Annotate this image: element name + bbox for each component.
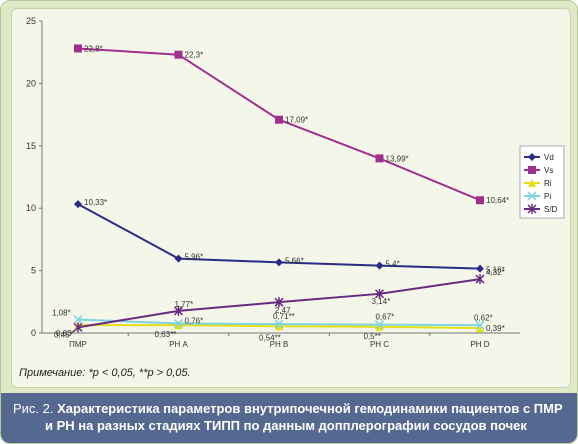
data-label: 5,4* — [386, 260, 400, 269]
data-point — [174, 254, 183, 263]
data-point — [173, 305, 184, 316]
data-point — [73, 314, 83, 325]
chart-panel: 0 5 10 15 20 25 ПМР РН А РН В РН С РН D 10,33* 5,96*… — [11, 8, 571, 388]
x-tick-label: РН В — [270, 340, 289, 349]
legend-marker — [528, 166, 536, 174]
y-tick-label: 20 — [26, 78, 36, 88]
legend-label: Vs — [544, 166, 553, 175]
data-label: 5,16* — [486, 266, 505, 275]
figure-caption: Рис. 2. Характеристика параметров внутри… — [1, 393, 577, 443]
data-label: 0,54** — [259, 333, 281, 342]
data-label: 0,62* — [474, 313, 493, 322]
data-label: 13,99* — [386, 154, 409, 163]
caption-prefix: Рис. 2. — [13, 401, 54, 416]
y-tick-label: 0 — [31, 328, 36, 338]
data-point — [374, 320, 385, 330]
data-point — [375, 154, 384, 163]
legend-label: Vd — [544, 153, 554, 162]
data-point — [476, 324, 484, 333]
data-point — [374, 288, 385, 299]
data-label: 1,08* — [52, 309, 71, 318]
legend-marker — [528, 153, 536, 161]
data-label: 22,8* — [84, 44, 103, 53]
data-point — [375, 261, 384, 270]
data-label: 17,09* — [285, 116, 308, 125]
caption-line-1: Характеристика параметров внутрипочечной… — [57, 401, 563, 416]
data-point — [173, 318, 184, 329]
data-label: 2,47 — [275, 306, 291, 315]
data-point — [274, 297, 284, 308]
x-tick-label: ПМР — [69, 340, 87, 349]
x-tick-label: РН D — [470, 340, 489, 349]
data-label: 0,63* — [56, 329, 75, 338]
legend-marker — [527, 204, 537, 214]
data-label: 0,39* — [486, 324, 505, 333]
data-label: 1,77* — [175, 300, 194, 309]
data-label: 0,76* — [185, 317, 204, 326]
data-label: 0,67* — [376, 313, 395, 322]
data-point — [475, 274, 485, 285]
legend-label: Ri — [544, 179, 552, 188]
data-point — [275, 322, 283, 331]
x-tick-label: РН А — [169, 340, 188, 349]
data-point — [274, 319, 284, 329]
data-label: 0,71** — [273, 312, 295, 321]
data-label: 0,5** — [364, 332, 381, 341]
line-chart: 0 5 10 15 20 25 ПМР РН А РН В РН С РН D 10,33* 5,96*… — [26, 16, 565, 349]
y-tick-label: 10 — [26, 203, 36, 213]
data-point — [73, 322, 83, 333]
series-line-vs — [77, 47, 481, 202]
data-point — [275, 115, 283, 124]
data-label: 3,14* — [372, 297, 391, 306]
data-label: 10,33* — [84, 198, 107, 207]
data-label: 10,64* — [486, 196, 509, 205]
data-point — [476, 264, 484, 273]
legend-label: S/D — [544, 205, 558, 214]
data-point — [174, 50, 183, 59]
x-tick-label: РН С — [370, 340, 389, 349]
y-tick-label: 5 — [31, 266, 36, 276]
data-point — [375, 322, 384, 331]
legend-marker — [527, 191, 537, 201]
legend-marker — [528, 179, 536, 187]
y-tick-label: 25 — [26, 16, 36, 26]
data-point — [74, 44, 82, 53]
data-label: 5,66* — [285, 256, 304, 265]
y-tick-label: 15 — [26, 141, 36, 151]
data-label: 22,3* — [185, 51, 204, 60]
legend-label: Pi — [544, 192, 551, 201]
chart-note: Примечание: *p < 0,05, **p > 0,05. — [19, 367, 191, 379]
data-label: 0,63** — [155, 330, 177, 339]
data-point — [475, 320, 485, 330]
data-point — [275, 258, 283, 267]
data-label: 5,96* — [185, 253, 204, 262]
data-point — [476, 196, 484, 205]
data-label: 4,32* — [486, 268, 505, 277]
data-point — [74, 200, 82, 209]
caption-line-2: и РН на разных стадиях ТИПП по данным до… — [45, 418, 527, 433]
data-point — [174, 321, 183, 330]
data-label: 0,45* — [54, 330, 73, 339]
